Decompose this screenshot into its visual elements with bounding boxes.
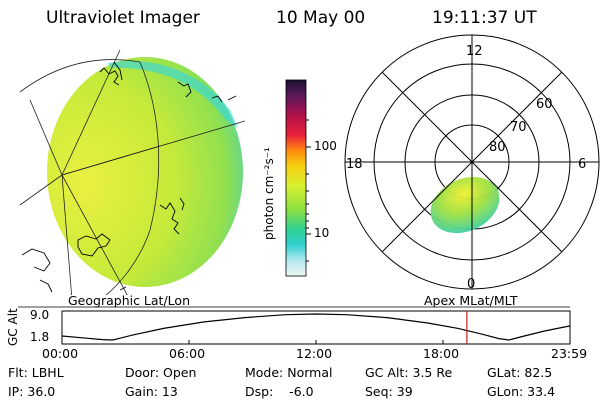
mlt-label-12: 12: [466, 44, 483, 59]
earth-disk: [47, 57, 243, 287]
lat-label-70: 70: [510, 120, 527, 135]
lat-lon-grid: [19, 49, 246, 295]
colorbar-ticks: [306, 119, 311, 262]
coastlines: [21, 61, 237, 293]
mlt-label-6: 6: [578, 157, 587, 172]
info-door: Door: Open: [125, 365, 197, 380]
timeline-xtick-0000: 00:00: [42, 346, 79, 361]
lat-label-80: 80: [489, 140, 506, 155]
time-label: 19:11:37 UT: [432, 8, 537, 28]
lat-label-60: 60: [536, 97, 553, 112]
geographic-panel-label: Geographic Lat/Lon: [68, 293, 190, 308]
timeline-xtick-2359: 23:59: [551, 346, 588, 361]
timeline-ticks: [61, 340, 571, 344]
geographic-panel: [19, 49, 246, 295]
altitude-curve: [61, 313, 571, 341]
timeline-xtick-0600: 06:00: [169, 346, 206, 361]
timeline-xtick-1800: 18:00: [423, 346, 460, 361]
info-gc-alt: GC Alt: 3.5 Re: [365, 365, 453, 380]
info-mode: Mode: Normal: [245, 365, 333, 380]
info-seq: Seq: 39: [365, 384, 413, 399]
polar-spokes: [345, 35, 599, 289]
date-label: 10 May 00: [276, 8, 366, 28]
timeline-frame: [61, 310, 571, 345]
instrument-title: Ultraviolet Imager: [46, 8, 200, 28]
info-dsp: Dsp: -6.0: [245, 384, 314, 399]
polar-panel-label: Apex MLat/MLT: [424, 293, 518, 308]
colorbar-tick-10: 10: [314, 226, 330, 240]
mlt-label-18: 18: [346, 157, 363, 172]
auroral-oval: [430, 176, 500, 234]
disk-rim: [108, 60, 238, 128]
timeline-ytick-min: 1.8: [30, 330, 50, 344]
colorbar-unit-label: photon cm⁻²s⁻¹: [262, 147, 276, 240]
info-glat: GLat: 82.5: [487, 365, 553, 380]
colorbar: [285, 79, 307, 277]
info-filter: Flt: LBHL: [8, 365, 64, 380]
timeline-axis-label: GC Alt: [6, 308, 20, 346]
info-gain: Gain: 13: [125, 384, 178, 399]
info-glon: GLon: 33.4: [487, 384, 556, 399]
colorbar-tick-100: 100: [314, 139, 337, 153]
info-ip: IP: 36.0: [8, 384, 56, 399]
mlt-label-0: 0: [467, 277, 476, 292]
timeline-ytick-max: 9.0: [30, 308, 50, 322]
timeline-xtick-1200: 12:00: [296, 346, 333, 361]
